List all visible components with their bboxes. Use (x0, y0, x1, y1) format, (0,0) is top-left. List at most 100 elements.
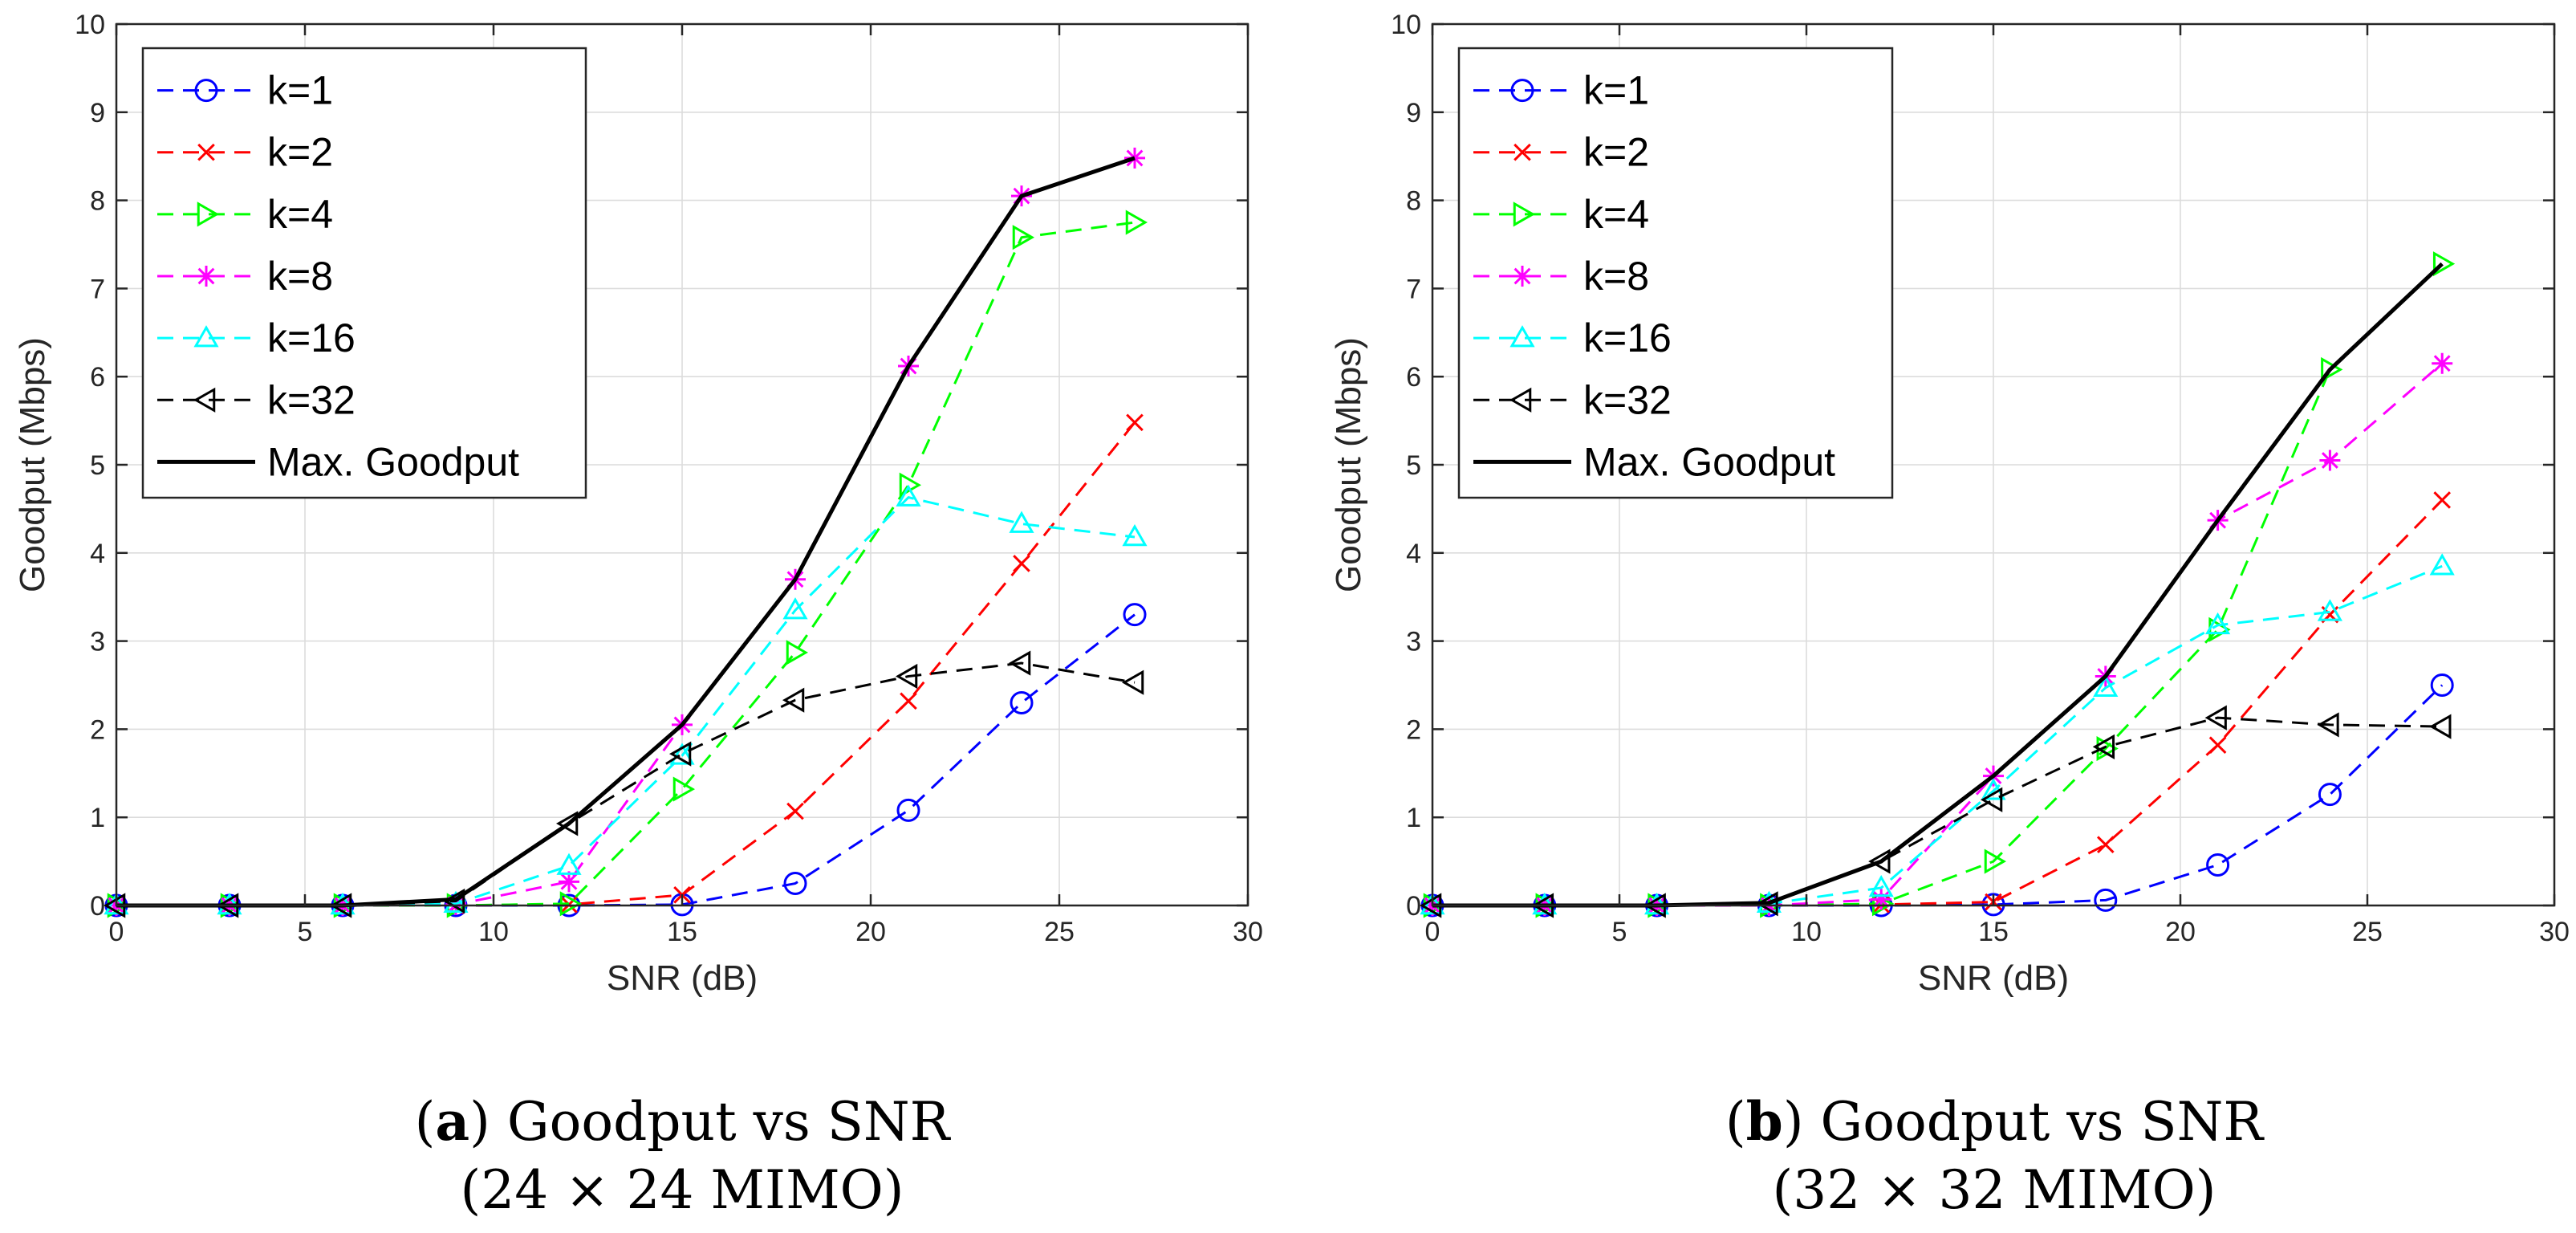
data-point-k=2 (786, 802, 804, 820)
data-point-k=8 (1871, 889, 1892, 910)
data-point-k=32 (1868, 848, 1891, 874)
legend-marker-k=2 (1514, 143, 1531, 161)
x-tick-label: 15 (1978, 917, 2009, 947)
y-tick-label: 1 (90, 803, 105, 833)
data-point-k=32 (895, 663, 918, 690)
data-point-k=8 (559, 871, 579, 893)
data-point-k=32 (1756, 891, 1778, 917)
y-tick-label: 7 (90, 274, 105, 304)
data-point-k=1 (2318, 783, 2342, 807)
y-tick-label: 0 (1406, 891, 1421, 922)
y-tick-label: 1 (1406, 803, 1421, 833)
caption-subtitle: (32 × 32 MIMO) (1772, 1159, 2216, 1221)
y-tick-label: 10 (75, 10, 105, 40)
x-axis-label: SNR (dB) (607, 958, 758, 998)
data-point-k=2 (2208, 736, 2227, 754)
data-point-k=16 (782, 597, 808, 620)
legend-marker-k=16 (1509, 325, 1535, 348)
data-point-k=1 (2430, 673, 2454, 697)
legend: k=1 k=2 k=4 k=8 k=16 k=32 Max. Goodput (1457, 47, 1894, 499)
data-point-k=16 (669, 743, 695, 765)
x-tick-label: 25 (1044, 917, 1075, 947)
y-tick-label: 6 (1406, 362, 1421, 393)
legend: k=1 k=2 k=4 k=8 k=16 k=32 Max. Goodput (141, 47, 587, 499)
data-point-k=32 (555, 811, 579, 836)
data-point-k=4 (786, 640, 809, 665)
y-tick-label: 2 (1406, 714, 1421, 745)
data-point-k=1 (2094, 888, 2118, 912)
data-point-k=2 (1013, 555, 1030, 572)
caption-title: (a) Goodput vs SNR (415, 1090, 952, 1153)
y-tick-label: 2 (90, 714, 105, 745)
legend-box (1457, 47, 1894, 499)
legend-marker-k=8 (196, 266, 217, 287)
data-point-k=2 (2096, 836, 2115, 854)
legend-marker-k=8 (1512, 266, 1533, 287)
data-point-k=8 (2319, 450, 2341, 471)
y-tick-label: 8 (90, 186, 105, 217)
y-tick-label: 6 (90, 362, 105, 393)
data-point-k=2 (1126, 413, 1144, 432)
y-axis-label: Goodput (Mbps) (1329, 337, 1368, 592)
data-point-k=8 (2432, 352, 2453, 374)
data-point-k=4 (1125, 210, 1148, 235)
y-tick-label: 7 (1406, 274, 1421, 304)
y-tick-label: 4 (1406, 539, 1421, 569)
legend-label-k=1: k=1 (1583, 68, 1649, 113)
data-point-k=32 (1980, 787, 2003, 812)
y-tick-label: 3 (1406, 627, 1421, 657)
data-point-k=32 (2429, 714, 2452, 739)
data-point-k=16 (1122, 524, 1148, 547)
data-point-k=2 (2433, 491, 2452, 509)
data-point-k=32 (2204, 705, 2227, 730)
x-tick-label: 0 (109, 917, 124, 947)
data-point-k=32 (1008, 650, 1031, 676)
y-tick-label: 5 (1406, 450, 1421, 481)
legend-label-k=4: k=4 (267, 192, 333, 237)
x-axis-label: SNR (dB) (1918, 958, 2069, 998)
legend-label-k=1: k=1 (267, 68, 333, 113)
data-point-k=4 (1984, 848, 2007, 874)
data-point-k=1 (896, 798, 920, 822)
legend-label-Max. Goodput: Max. Goodput (267, 439, 519, 484)
data-point-k=16 (2429, 553, 2455, 576)
legend-marker-k=4 (197, 201, 220, 227)
x-tick-label: 30 (1233, 917, 1263, 947)
legend-marker-k=4 (1513, 201, 1536, 227)
data-point-k=16 (556, 853, 582, 875)
legend-label-k=32: k=32 (267, 377, 356, 422)
y-tick-label: 4 (90, 539, 105, 569)
data-point-k=1 (783, 872, 807, 896)
y-tick-label: 8 (1406, 186, 1421, 217)
x-tick-label: 15 (667, 917, 697, 947)
data-point-k=1 (1123, 603, 1147, 627)
data-point-k=16 (896, 484, 921, 507)
data-point-k=16 (2093, 674, 2119, 698)
legend-label-k=8: k=8 (1583, 254, 1649, 299)
data-point-k=1 (1010, 690, 1034, 714)
data-point-k=4 (2432, 251, 2456, 277)
x-tick-label: 20 (855, 917, 886, 947)
y-tick-label: 0 (90, 891, 105, 922)
legend-marker-k=1 (194, 79, 218, 103)
y-tick-label: 9 (90, 98, 105, 128)
y-tick-label: 3 (90, 627, 105, 657)
data-point-k=32 (2092, 734, 2115, 759)
y-axis-label: Goodput (Mbps) (13, 337, 52, 592)
legend-marker-k=32 (1509, 387, 1532, 413)
x-tick-label: 25 (2352, 917, 2383, 947)
legend-label-k=2: k=2 (1583, 130, 1649, 175)
legend-marker-k=2 (197, 143, 215, 161)
legend-label-k=8: k=8 (267, 254, 333, 299)
x-tick-label: 20 (2165, 917, 2196, 947)
panel-b-goodput-chart: 0 5 10 15 20 25 30 0 1 2 3 4 5 6 7 8 9 10 SNR (dB) Goodput … (1329, 10, 2570, 1221)
data-point-k=32 (668, 741, 692, 767)
caption-subtitle: (24 × 24 MIMO) (460, 1159, 904, 1221)
legend-label-k=16: k=16 (1583, 315, 1672, 360)
legend-label-k=16: k=16 (267, 315, 356, 360)
tick-marks (115, 22, 1249, 907)
data-point-k=2 (900, 692, 917, 710)
data-point-k=4 (2321, 356, 2343, 383)
tick-marks (1431, 22, 2556, 907)
